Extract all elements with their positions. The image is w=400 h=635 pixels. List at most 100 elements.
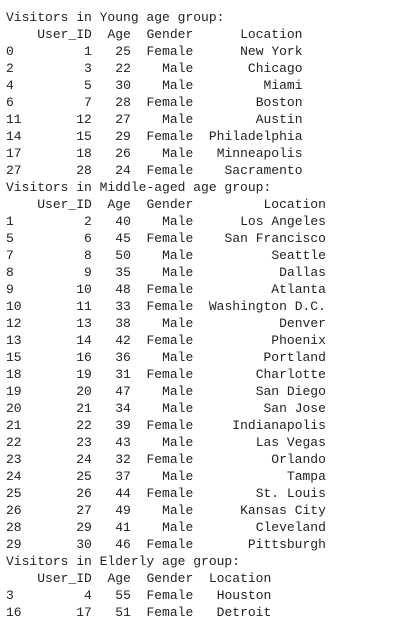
cell: Female <box>146 282 194 297</box>
cell: 27 <box>115 112 131 127</box>
cell: 44 <box>115 486 131 501</box>
cell: 33 <box>115 299 131 314</box>
cell: Female <box>146 588 194 603</box>
cell: Houston <box>216 588 272 603</box>
row-index: 24 <box>6 469 22 484</box>
row-index: 12 <box>6 316 22 331</box>
cell: Male <box>162 265 194 280</box>
cell: Phoenix <box>271 333 326 348</box>
row-index: 18 <box>6 367 22 382</box>
cell: San Francisco <box>224 231 326 246</box>
cell: 12 <box>76 112 92 127</box>
cell: 24 <box>76 452 92 467</box>
cell: 55 <box>115 588 131 603</box>
column-header: Gender <box>146 27 194 42</box>
row-index: 21 <box>6 418 22 433</box>
cell: 39 <box>115 418 131 433</box>
cell: 26 <box>115 146 131 161</box>
row-index: 29 <box>6 537 22 552</box>
cell: Female <box>146 486 194 501</box>
cell: San Jose <box>263 401 326 416</box>
cell: Atlanta <box>271 282 326 297</box>
cell: 49 <box>115 503 131 518</box>
cell: Male <box>162 469 194 484</box>
cell: 11 <box>76 299 92 314</box>
cell: 2 <box>84 214 92 229</box>
cell: Male <box>162 384 194 399</box>
cell: 50 <box>115 248 131 263</box>
cell: Dallas <box>279 265 326 280</box>
cell: Denver <box>279 316 326 331</box>
cell: Male <box>162 78 194 93</box>
row-index: 28 <box>6 520 22 535</box>
cell: 3 <box>84 61 92 76</box>
cell: Female <box>146 129 194 144</box>
cell: Minneapolis <box>216 146 303 161</box>
cell: 37 <box>115 469 131 484</box>
row-index: 22 <box>6 435 22 450</box>
row-index: 20 <box>6 401 22 416</box>
cell: Portland <box>263 350 326 365</box>
cell: Miami <box>263 78 303 93</box>
cell: 14 <box>76 333 92 348</box>
cell: Male <box>162 214 194 229</box>
row-index: 15 <box>6 350 22 365</box>
cell: 31 <box>115 367 131 382</box>
cell: 48 <box>115 282 131 297</box>
cell: Tampa <box>286 469 326 484</box>
cell: 47 <box>115 384 131 399</box>
column-header: User_ID <box>37 197 92 212</box>
row-index: 10 <box>6 299 22 314</box>
cell: 30 <box>76 537 92 552</box>
cell: 41 <box>115 520 131 535</box>
row-index: 4 <box>6 78 14 93</box>
cell: 15 <box>76 129 92 144</box>
cell: Male <box>162 435 194 450</box>
row-index: 5 <box>6 231 14 246</box>
cell: Male <box>162 401 194 416</box>
console-output: Visitors in Young age group: User_ID Age… <box>6 10 326 620</box>
cell: Female <box>146 299 194 314</box>
column-header: Gender <box>146 197 194 212</box>
cell: Male <box>162 61 194 76</box>
cell: 29 <box>115 129 131 144</box>
cell: 45 <box>115 231 131 246</box>
row-index: 23 <box>6 452 22 467</box>
cell: Male <box>162 520 194 535</box>
cell: 10 <box>76 282 92 297</box>
cell: Boston <box>255 95 303 110</box>
cell: Male <box>162 316 194 331</box>
cell: Male <box>162 350 194 365</box>
cell: 40 <box>115 214 131 229</box>
row-index: 7 <box>6 248 14 263</box>
cell: 29 <box>76 520 92 535</box>
column-header: Location <box>208 571 272 586</box>
cell: Female <box>146 44 194 59</box>
cell: 36 <box>115 350 131 365</box>
cell: 25 <box>76 469 92 484</box>
cell: 35 <box>115 265 131 280</box>
row-index: 26 <box>6 503 22 518</box>
cell: 1 <box>84 44 92 59</box>
cell: 23 <box>76 435 92 450</box>
cell: 51 <box>115 605 131 620</box>
row-index: 17 <box>6 146 22 161</box>
cell: Philadelphia <box>208 129 303 144</box>
cell: 16 <box>76 350 92 365</box>
row-index: 6 <box>6 95 14 110</box>
cell: Male <box>162 248 194 263</box>
row-index: 14 <box>6 129 22 144</box>
cell: Male <box>162 112 194 127</box>
cell: Indianapolis <box>232 418 326 433</box>
cell: 22 <box>115 61 131 76</box>
cell: Kansas City <box>240 503 326 518</box>
cell: Female <box>146 367 194 382</box>
cell: Female <box>146 95 194 110</box>
group-title: Visitors in Middle-aged age group: <box>6 180 272 195</box>
row-index: 11 <box>6 112 22 127</box>
row-index: 8 <box>6 265 14 280</box>
cell: Female <box>146 452 194 467</box>
cell: Washington D.C. <box>208 299 326 314</box>
cell: 26 <box>76 486 92 501</box>
